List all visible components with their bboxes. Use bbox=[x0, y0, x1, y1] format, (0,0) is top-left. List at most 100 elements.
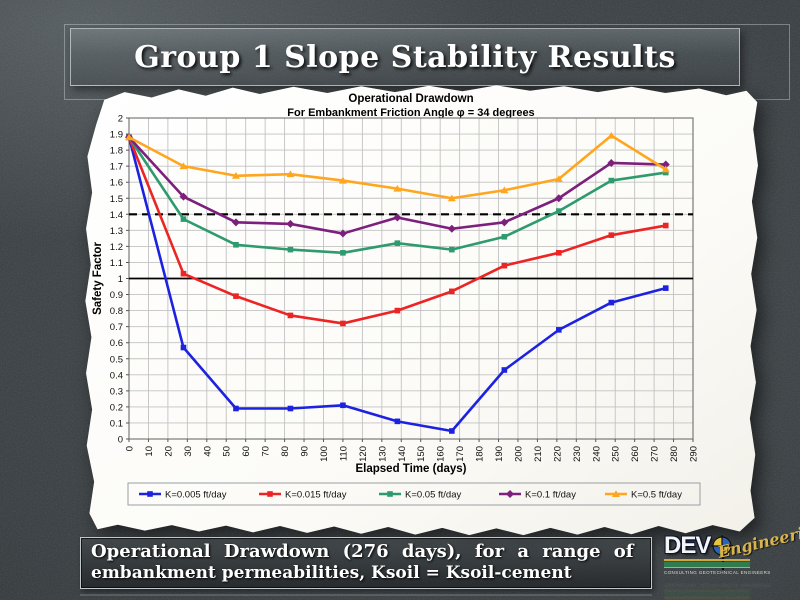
svg-text:250: 250 bbox=[611, 446, 622, 462]
series-2-k-0.05-ft-day bbox=[126, 134, 669, 256]
data-point bbox=[447, 224, 456, 233]
svg-text:160: 160 bbox=[436, 446, 447, 462]
chart-paper: Operational Drawdown For Embankment Frict… bbox=[84, 84, 760, 536]
data-point bbox=[287, 246, 294, 253]
legend-item-4: K=0.5 ft/day bbox=[605, 490, 682, 501]
svg-text:0: 0 bbox=[118, 435, 123, 446]
legend-marker bbox=[147, 491, 153, 497]
data-point bbox=[394, 418, 401, 425]
legend-label: K=0.015 ft/day bbox=[285, 490, 347, 501]
svg-text:1.7: 1.7 bbox=[110, 162, 123, 173]
svg-text:10: 10 bbox=[144, 446, 155, 457]
caption-line-1: Operational Drawdown (276 days), for a r… bbox=[91, 541, 634, 562]
data-point bbox=[556, 250, 562, 256]
svg-text:60: 60 bbox=[241, 446, 252, 457]
svg-text:0.7: 0.7 bbox=[110, 322, 123, 333]
data-point bbox=[608, 177, 615, 184]
svg-text:1.5: 1.5 bbox=[110, 194, 123, 205]
data-point bbox=[233, 293, 239, 299]
data-point bbox=[340, 402, 346, 409]
data-point bbox=[608, 299, 615, 306]
chart-title: Operational Drawdown bbox=[348, 93, 473, 105]
x-axis-title: Elapsed Time (days) bbox=[356, 463, 467, 475]
x-axis-labels: 0 10 20 30 40 50 60 70 80 90 100 110 120 130 140 150 160… bbox=[125, 439, 700, 462]
devo-engineering-logo: DEV CONSULTING GEOTECHNICAL ENGINEERS En… bbox=[656, 518, 800, 579]
svg-text:1.9: 1.9 bbox=[110, 130, 123, 141]
data-point bbox=[608, 232, 615, 238]
svg-text:0.5: 0.5 bbox=[110, 354, 123, 365]
logo-reflection: DEV CONSULTING GEOTECHNICAL ENGINEERS En… bbox=[656, 579, 800, 600]
data-point bbox=[449, 246, 455, 253]
data-point bbox=[340, 320, 346, 327]
legend-item-2: K=0.05 ft/day bbox=[379, 490, 461, 501]
y-axis-title: Safety Factor bbox=[92, 242, 104, 315]
logo-tagline: CONSULTING GEOTECHNICAL ENGINEERS bbox=[664, 570, 771, 575]
svg-text:180: 180 bbox=[475, 446, 486, 462]
logo-wordmark: DEV bbox=[664, 532, 711, 559]
svg-text:130: 130 bbox=[377, 446, 388, 462]
legend-item-3: K=0.1 ft/day bbox=[499, 490, 576, 501]
svg-text:70: 70 bbox=[261, 446, 272, 457]
data-point bbox=[449, 288, 455, 295]
svg-text:0.9: 0.9 bbox=[110, 290, 123, 301]
legend-marker bbox=[387, 491, 393, 497]
data-point bbox=[394, 307, 401, 314]
svg-text:220: 220 bbox=[552, 446, 563, 462]
data-point bbox=[233, 241, 239, 248]
svg-text:150: 150 bbox=[416, 446, 427, 462]
svg-text:280: 280 bbox=[669, 446, 680, 462]
svg-text:2: 2 bbox=[118, 114, 123, 125]
slide-title: Group 1 Slope Stability Results bbox=[134, 39, 676, 75]
svg-text:90: 90 bbox=[300, 446, 311, 457]
svg-text:30: 30 bbox=[183, 446, 194, 457]
legend-item-0: K=0.005 ft/day bbox=[139, 490, 227, 501]
svg-text:140: 140 bbox=[397, 446, 408, 462]
data-point bbox=[662, 222, 669, 229]
data-point bbox=[501, 262, 508, 269]
legend-label: K=0.005 ft/day bbox=[165, 490, 227, 501]
data-point bbox=[180, 216, 187, 222]
legend-marker bbox=[267, 491, 273, 497]
y-axis-labels: 0 0.1 0.2 0.3 0.4 0.5 0.6 0.7 0.8 0.9 1 1.1 1.2 1.3 1.… bbox=[110, 114, 129, 446]
data-point bbox=[180, 344, 187, 351]
chart-paper-surface: Operational Drawdown For Embankment Frict… bbox=[85, 85, 758, 536]
chart-legend: K=0.005 ft/day K=0.015 ft/day K=0.05 ft/da… bbox=[127, 482, 701, 506]
svg-text:240: 240 bbox=[591, 446, 602, 462]
series-line bbox=[127, 135, 668, 255]
svg-text:40: 40 bbox=[202, 446, 213, 457]
svg-text:120: 120 bbox=[358, 446, 369, 462]
data-point bbox=[556, 208, 562, 214]
title-banner: Group 1 Slope Stability Results bbox=[70, 28, 740, 86]
svg-text:0.8: 0.8 bbox=[110, 306, 123, 317]
svg-text:210: 210 bbox=[533, 446, 544, 462]
data-point bbox=[394, 240, 401, 246]
svg-text:1.8: 1.8 bbox=[110, 146, 123, 157]
svg-text:20: 20 bbox=[163, 446, 174, 457]
svg-text:260: 260 bbox=[630, 446, 641, 462]
data-point bbox=[287, 405, 294, 412]
chart-subtitle: For Embankment Friction Angle φ = 34 deg… bbox=[287, 107, 534, 119]
svg-text:270: 270 bbox=[650, 446, 661, 462]
data-point bbox=[233, 405, 239, 412]
data-point bbox=[501, 367, 508, 373]
data-point bbox=[286, 219, 295, 228]
data-point bbox=[662, 285, 669, 291]
svg-text:0: 0 bbox=[125, 446, 136, 451]
data-point bbox=[449, 428, 455, 434]
svg-text:1.6: 1.6 bbox=[110, 178, 123, 189]
data-point bbox=[501, 233, 508, 240]
svg-text:0.6: 0.6 bbox=[110, 338, 123, 349]
svg-text:1: 1 bbox=[118, 274, 123, 285]
svg-text:0.3: 0.3 bbox=[110, 386, 123, 397]
svg-text:0.4: 0.4 bbox=[110, 370, 123, 381]
data-point bbox=[340, 250, 346, 256]
svg-text:0.2: 0.2 bbox=[110, 402, 123, 413]
svg-text:230: 230 bbox=[572, 446, 583, 462]
caption-reflection bbox=[80, 594, 652, 596]
caption-box: Operational Drawdown (276 days), for a r… bbox=[80, 537, 652, 589]
svg-text:110: 110 bbox=[338, 446, 349, 461]
svg-text:1.2: 1.2 bbox=[110, 242, 123, 253]
svg-text:50: 50 bbox=[222, 446, 233, 457]
svg-text:290: 290 bbox=[689, 446, 700, 462]
legend-label: K=0.5 ft/day bbox=[631, 490, 682, 501]
